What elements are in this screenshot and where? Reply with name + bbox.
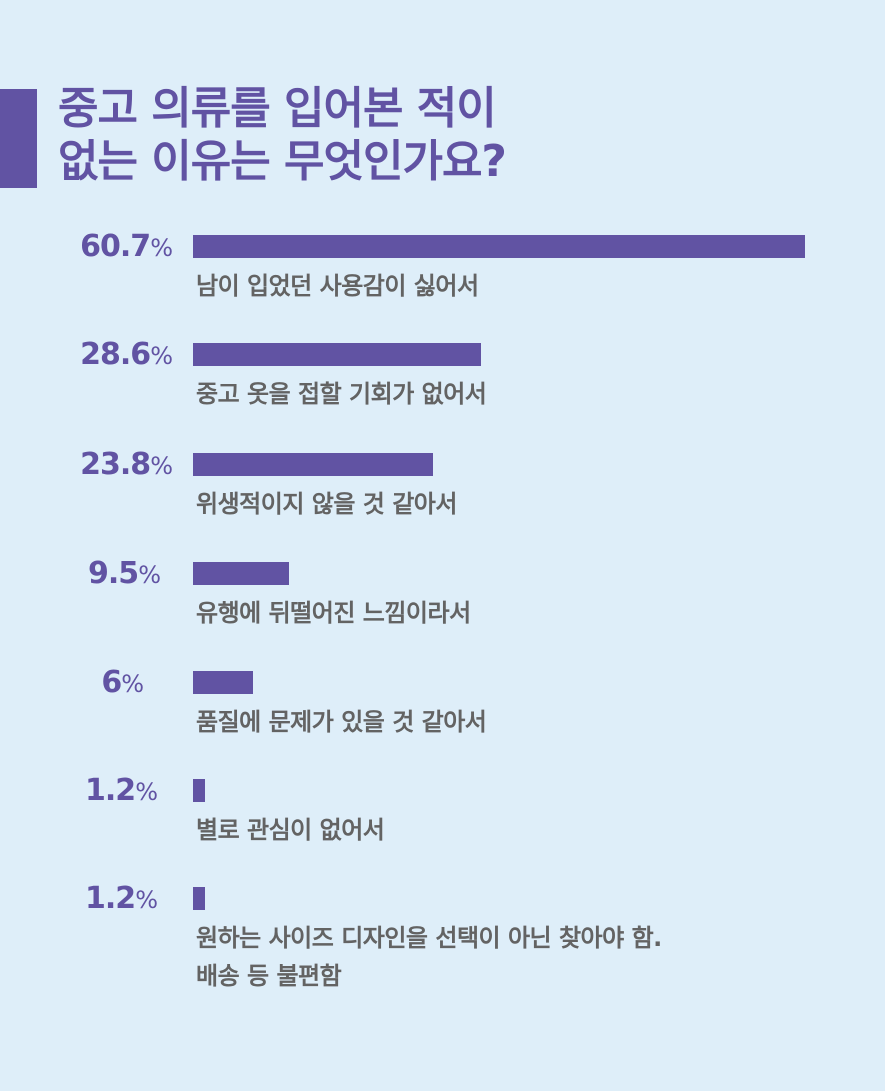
category-label: 품질에 문제가 있을 것 같아서	[196, 708, 487, 736]
value-label: 9.5%	[88, 556, 161, 591]
chart-row: 9.5% 유행에 뒤떨어진 느낌이라서	[0, 556, 885, 662]
value-label: 23.8%	[80, 447, 173, 482]
value-label: 1.2%	[85, 881, 158, 916]
value-label: 1.2%	[85, 773, 158, 808]
chart-row: 28.6% 중고 옷을 접할 기회가 없어서	[0, 337, 885, 443]
chart-title: 중고 의류를 입어본 적이 없는 이유는 무엇인가요?	[58, 82, 507, 188]
chart-row: 1.2% 원하는 사이즈 디자인을 선택이 아닌 찾아야 함. 배송 등 불편함	[0, 881, 885, 990]
category-label: 원하는 사이즈 디자인을 선택이 아닌 찾아야 함. 배송 등 불편함	[196, 924, 662, 990]
bar	[193, 887, 205, 910]
category-label: 유행에 뒤떨어진 느낌이라서	[196, 599, 471, 627]
chart-row: 1.2% 별로 관심이 없어서	[0, 773, 885, 879]
bar	[193, 562, 289, 585]
bar	[193, 671, 253, 694]
value-label: 6%	[101, 665, 144, 700]
value-label: 28.6%	[80, 337, 173, 372]
title-accent-bar	[0, 89, 37, 188]
title-line-2: 없는 이유는 무엇인가요?	[58, 136, 507, 187]
bar	[193, 343, 481, 366]
category-label: 남이 입었던 사용감이 싫어서	[196, 272, 479, 300]
value-label: 60.7%	[80, 229, 173, 264]
category-label: 위생적이지 않을 것 같아서	[196, 490, 457, 518]
chart-row: 6% 품질에 문제가 있을 것 같아서	[0, 665, 885, 771]
category-label: 중고 옷을 접할 기회가 없어서	[196, 380, 487, 408]
title-line-1: 중고 의류를 입어본 적이	[58, 83, 497, 134]
bar	[193, 235, 805, 258]
category-label: 별로 관심이 없어서	[196, 816, 385, 844]
bar	[193, 453, 433, 476]
chart-row: 23.8% 위생적이지 않을 것 같아서	[0, 447, 885, 553]
bar	[193, 779, 205, 802]
chart-row: 60.7% 남이 입었던 사용감이 싫어서	[0, 229, 885, 335]
